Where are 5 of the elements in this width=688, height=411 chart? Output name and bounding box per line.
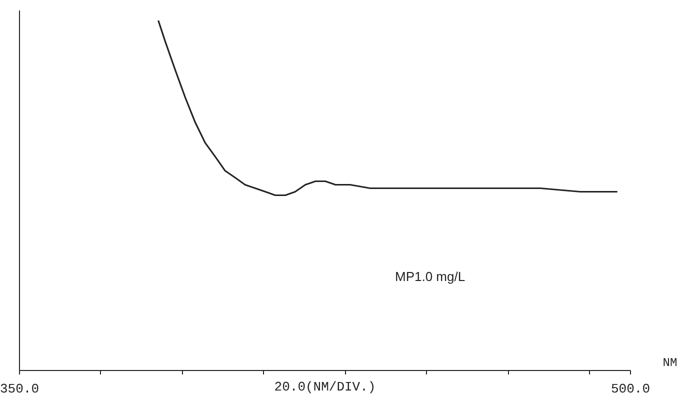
- x-tick-label: 500.0: [610, 382, 650, 396]
- x-tick-label: 350.0: [0, 382, 40, 396]
- text: NM: [662, 356, 678, 370]
- annotation: MP1.0 mg/L: [395, 269, 466, 284]
- x-axis-title: 20.0(NM/DIV.): [274, 380, 376, 394]
